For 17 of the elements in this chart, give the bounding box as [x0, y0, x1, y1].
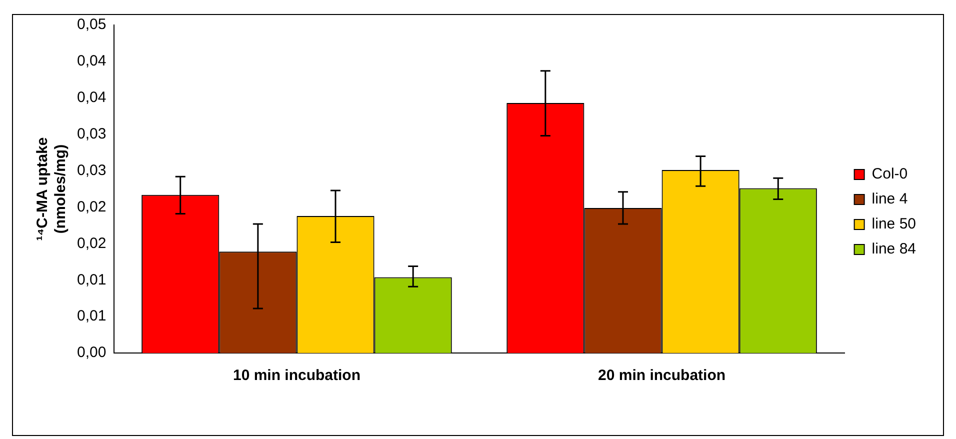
y-tick-label: 0,01 [76, 271, 106, 288]
y-tick-label: 0,04 [76, 52, 106, 70]
y-tick-label: 0,00 [76, 344, 106, 362]
y-tick-label: 0,04 [76, 89, 106, 106]
legend-label: line 4 [872, 190, 908, 208]
y-tick-label: 0,03 [76, 162, 106, 179]
y-tick-label: 0,02 [76, 234, 106, 252]
y-tick-label: 0,02 [76, 198, 106, 216]
x-tick-label: 20 min incubation [598, 367, 726, 384]
y-tick-label: 0,01 [76, 308, 106, 325]
x-tick-label: 10 min incubation [232, 367, 360, 384]
legend-label: Col-0 [872, 166, 908, 183]
y-axis-title: ¹⁴C-MA uptake (nmoles/mg) [34, 137, 70, 241]
legend-label: line 84 [872, 240, 916, 258]
y-tick-label: 0,05 [76, 16, 106, 34]
y-tick-label: 0,03 [76, 125, 106, 142]
legend-label: line 50 [872, 216, 916, 233]
